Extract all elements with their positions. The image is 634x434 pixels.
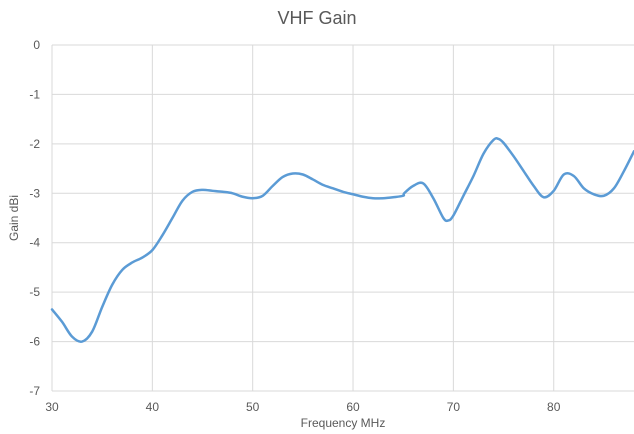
- x-tick-label: 80: [547, 400, 561, 414]
- y-tick-label: -6: [29, 335, 40, 349]
- x-axis-title: Frequency MHz: [301, 416, 386, 430]
- x-tick-label: 30: [45, 400, 59, 414]
- x-tick-label: 70: [447, 400, 461, 414]
- grid: [51, 44, 634, 392]
- x-tick-label: 60: [346, 400, 360, 414]
- y-tick-label: -4: [29, 236, 40, 250]
- y-tick-label: -2: [29, 137, 40, 151]
- x-tick-label: 50: [246, 400, 260, 414]
- y-axis-title: Gain dBi: [7, 195, 21, 241]
- series-layer: [50, 137, 634, 343]
- y-tick-label: -5: [29, 285, 40, 299]
- chart-title: VHF Gain: [277, 8, 357, 28]
- tick-labels: 0 -1 -2 -3 -4 -5 -6 -7 30 40 50 60 70 80: [29, 38, 560, 414]
- series-line: [50, 137, 634, 343]
- x-tick-label: 40: [146, 400, 160, 414]
- y-tick-label: -3: [29, 186, 40, 200]
- y-tick-label: -7: [29, 384, 40, 398]
- y-tick-label: -1: [29, 87, 40, 101]
- y-tick-label: 0: [33, 38, 40, 52]
